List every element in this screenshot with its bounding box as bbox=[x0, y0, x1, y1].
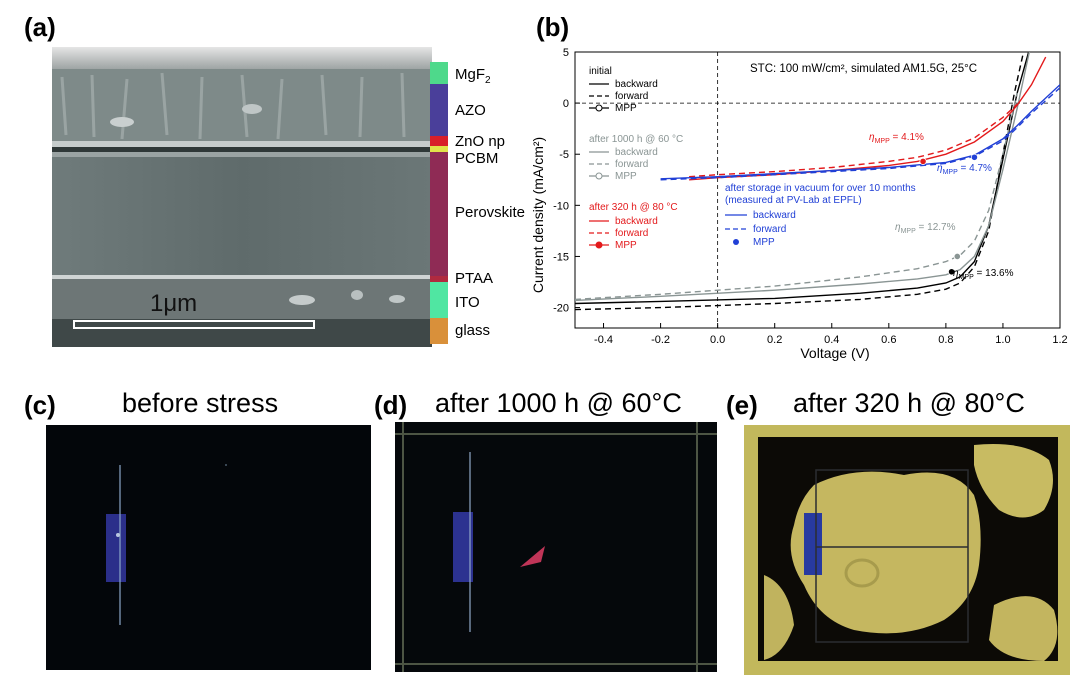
legend-aged60-mpp: MPP bbox=[615, 171, 637, 182]
x-tick-label: -0.4 bbox=[594, 334, 613, 346]
layer-swatch-pcbm bbox=[430, 146, 448, 152]
legend-vacuum-title-2: (measured at PV-Lab at EPFL) bbox=[725, 195, 862, 206]
layer-swatch-ptaa bbox=[430, 276, 448, 282]
layer-label-ito: ITO bbox=[455, 294, 480, 311]
y-axis-label: Current density (mA/cm²) bbox=[530, 137, 546, 293]
layer-label-pcbm: PCBM bbox=[455, 150, 499, 167]
stc-conditions: STC: 100 mW/cm², simulated AM1.5G, 25°C bbox=[750, 63, 977, 75]
layer-swatch-mgf2 bbox=[430, 62, 448, 84]
x-tick-label: 0.0 bbox=[710, 334, 725, 346]
mpp-point-vacuum-mpp bbox=[970, 153, 979, 161]
mpp-point-320-h-mpp bbox=[919, 157, 927, 165]
layer-swatch-azo bbox=[430, 84, 448, 136]
y-tick-label: -20 bbox=[553, 303, 569, 315]
panel-b-label: (b) bbox=[536, 12, 570, 42]
panel-e-label: (e) bbox=[726, 390, 758, 420]
legend-aged60-title: after 1000 h @ 60 °C bbox=[589, 134, 683, 145]
legend-initial-backward: backward bbox=[615, 79, 658, 90]
jv-curve-chart: -0.4 -0.2 0.0 0.2 0.4 0.6 0.8 1.0 1.2 5 0 -5 -10 -15 -… bbox=[530, 47, 1068, 361]
legend-aged80-title: after 320 h @ 80 °C bbox=[589, 202, 678, 213]
x-tick-label: 0.8 bbox=[938, 334, 953, 346]
layer-label-mgf2: MgF2 bbox=[455, 66, 491, 86]
scale-bar bbox=[73, 320, 315, 329]
layer-swatch-zno bbox=[430, 136, 448, 146]
mpp-point-1000-h-mpp bbox=[953, 252, 961, 261]
x-tick-label: 1.2 bbox=[1052, 334, 1067, 346]
x-tick-label: 1.0 bbox=[995, 334, 1010, 346]
legend-vacuum-title-1: after storage in vacuum for over 10 mont… bbox=[725, 183, 916, 194]
y-tick-label: 0 bbox=[563, 98, 569, 110]
y-tick-label: -15 bbox=[553, 251, 569, 263]
x-tick-label: 0.6 bbox=[881, 334, 896, 346]
x-axis-label: Voltage (V) bbox=[800, 345, 869, 361]
scale-bar-label: 1μm bbox=[150, 290, 198, 317]
legend-vacuum-forward: forward bbox=[753, 224, 786, 235]
mpp-point-initial-mpp bbox=[947, 268, 956, 276]
layer-label-azo: AZO bbox=[455, 102, 486, 119]
legend-aged80-forward: forward bbox=[615, 228, 648, 239]
legend-initial-mpp-marker bbox=[595, 104, 603, 112]
legend-aged60-forward: forward bbox=[615, 159, 648, 170]
legend-initial-title: initial bbox=[589, 66, 612, 77]
series-320-h-forward bbox=[689, 103, 1018, 178]
panel-c-label: (c) bbox=[24, 390, 56, 420]
eta-annotation-gray: ηMPP = 12.7% bbox=[895, 222, 956, 235]
legend-aged80-mpp-marker bbox=[595, 241, 603, 249]
eta-annotation-red: ηMPP = 4.1% bbox=[869, 132, 924, 145]
y-tick-label: 5 bbox=[563, 47, 569, 59]
eta-annotation-blue: ηMPP = 4.7% bbox=[937, 163, 992, 176]
layer-label-ptaa: PTAA bbox=[455, 270, 494, 287]
layer-label-zno: ZnO np bbox=[455, 133, 506, 150]
series-1000-h-forward bbox=[575, 92, 1018, 301]
eta-annotation-black: ηMPP = 13.6% bbox=[953, 268, 1014, 281]
legend-vacuum-backward: backward bbox=[753, 210, 796, 221]
panel-d-title: after 1000 h @ 60°C bbox=[435, 388, 682, 418]
photo-before-stress bbox=[46, 425, 371, 670]
layer-swatch-perovskite bbox=[430, 152, 448, 276]
legend-vacuum-mpp-marker bbox=[733, 239, 739, 245]
y-tick-label: -10 bbox=[553, 200, 569, 212]
series-vacuum-backward bbox=[660, 84, 1060, 180]
legend-initial-forward: forward bbox=[615, 91, 648, 102]
photo-after-320h bbox=[744, 425, 1070, 675]
y-tick-label: -5 bbox=[559, 149, 569, 161]
panel-a-label: (a) bbox=[24, 12, 56, 42]
x-tick-label: -0.2 bbox=[651, 334, 670, 346]
plot-frame bbox=[574, 51, 1061, 329]
panel-d-label: (d) bbox=[374, 390, 408, 420]
layer-swatch-glass bbox=[430, 318, 448, 344]
layer-label-glass: glass bbox=[455, 322, 491, 339]
legend-aged80-mpp: MPP bbox=[615, 240, 637, 251]
legend-initial-mpp: MPP bbox=[615, 103, 637, 114]
legend-aged60-mpp-marker bbox=[595, 172, 603, 180]
series-320-h-backward bbox=[689, 56, 1047, 181]
legend-aged60-backward: backward bbox=[615, 147, 658, 158]
x-tick-label: 0.4 bbox=[824, 334, 839, 346]
layer-swatch-ito bbox=[430, 282, 448, 318]
legend-aged80-backward: backward bbox=[615, 216, 658, 227]
layer-label-perovskite: Perovskite bbox=[455, 204, 526, 221]
panel-c-title: before stress bbox=[122, 388, 279, 418]
photo-after-1000h bbox=[395, 422, 717, 672]
series-vacuum-forward bbox=[660, 87, 1060, 181]
legend-vacuum-mpp: MPP bbox=[753, 237, 775, 248]
sem-cross-section bbox=[52, 47, 432, 347]
layer-color-strip bbox=[430, 62, 448, 344]
series-initial-backward bbox=[575, 52, 1030, 305]
panel-e-title: after 320 h @ 80°C bbox=[793, 388, 1025, 418]
x-tick-label: 0.2 bbox=[767, 334, 782, 346]
